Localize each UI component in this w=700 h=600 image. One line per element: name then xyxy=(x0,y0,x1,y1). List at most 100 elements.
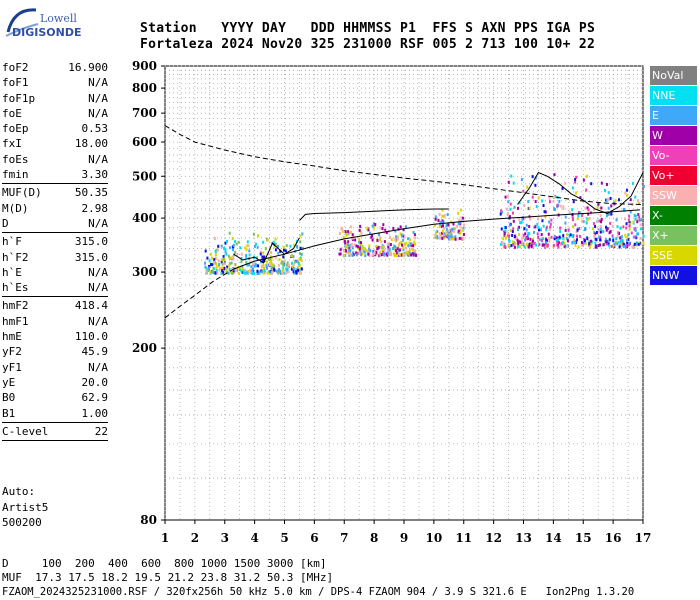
echo-point xyxy=(525,223,528,227)
echo-point xyxy=(605,225,608,229)
echo-point xyxy=(206,256,209,260)
param-label: foEs xyxy=(2,152,29,166)
param-value: N/A xyxy=(88,91,108,105)
echo-point xyxy=(248,253,251,257)
echo-point xyxy=(609,196,612,200)
echo-point xyxy=(587,208,590,212)
echo-point xyxy=(536,222,539,226)
echo-point xyxy=(241,264,244,268)
echo-point xyxy=(511,233,514,237)
echo-point xyxy=(278,267,281,271)
echo-point xyxy=(511,211,514,215)
echo-point xyxy=(295,270,298,274)
param-row: hmF2 418.4 xyxy=(2,298,108,313)
echo-point xyxy=(549,222,552,226)
echo-point xyxy=(232,271,235,275)
echo-point xyxy=(633,213,636,217)
echo-point xyxy=(413,233,416,237)
echo-point xyxy=(599,230,602,234)
echo-point xyxy=(242,270,245,274)
echo-point xyxy=(295,244,298,248)
echo-point xyxy=(457,211,460,215)
echo-point xyxy=(365,248,368,252)
echo-point xyxy=(566,239,569,243)
echo-point xyxy=(371,238,374,242)
echo-point xyxy=(373,249,376,253)
echo-point xyxy=(574,241,577,245)
echo-point xyxy=(545,228,548,232)
echo-point xyxy=(555,236,558,240)
echo-point xyxy=(410,243,413,247)
echo-point xyxy=(410,253,413,257)
y-tick-label: 200 xyxy=(132,341,157,355)
echo-point xyxy=(604,238,607,242)
echo-point xyxy=(637,202,640,206)
echo-point xyxy=(298,268,301,272)
legend-item: SSW xyxy=(650,186,697,205)
echo-point xyxy=(251,271,254,275)
echo-point xyxy=(520,221,523,225)
echo-point xyxy=(398,241,401,245)
echo-point xyxy=(553,173,556,177)
echo-point xyxy=(218,268,221,272)
echo-point xyxy=(394,249,397,253)
echo-point xyxy=(627,237,630,241)
echo-point xyxy=(392,226,395,230)
echo-point xyxy=(360,253,363,257)
echo-point xyxy=(634,217,637,221)
echo-point xyxy=(559,226,562,230)
echo-point xyxy=(599,235,602,239)
echo-point xyxy=(394,245,397,249)
echo-direction-legend: NoVal NNE E W Vo- Vo+ SSW X- X+ SSE NNW xyxy=(650,66,697,286)
param-value: 62.9 xyxy=(81,391,109,405)
echo-point xyxy=(300,259,303,263)
echo-point xyxy=(338,231,341,235)
echo-point xyxy=(462,232,465,236)
echo-point xyxy=(344,241,347,245)
echo-point xyxy=(534,200,537,204)
x-tick-label: 2 xyxy=(191,531,199,545)
echo-point xyxy=(220,260,223,264)
echo-point xyxy=(637,213,640,217)
x-tick-label: 1 xyxy=(161,531,169,545)
x-tick-label: 12 xyxy=(485,531,502,545)
echo-point xyxy=(632,235,635,239)
echo-point xyxy=(462,226,465,230)
echo-point xyxy=(285,244,288,248)
echo-point xyxy=(400,240,403,244)
echo-point xyxy=(557,245,560,249)
echo-point xyxy=(295,271,298,275)
echo-point xyxy=(236,253,239,257)
param-row: h`Es N/A xyxy=(2,280,108,295)
echo-point xyxy=(234,250,237,254)
param-row: yF2 45.9 xyxy=(2,344,108,359)
echo-point xyxy=(212,266,215,270)
echo-point xyxy=(339,248,342,252)
echo-point xyxy=(619,226,622,230)
echo-point xyxy=(630,231,633,235)
echo-point xyxy=(612,238,615,242)
echo-point xyxy=(580,243,583,247)
echo-point xyxy=(359,245,362,249)
echo-point xyxy=(507,200,510,204)
echo-point xyxy=(537,225,540,229)
echo-point xyxy=(414,253,417,257)
echo-point xyxy=(625,222,628,226)
echo-point xyxy=(216,271,219,275)
echo-point xyxy=(213,237,216,241)
echo-point xyxy=(227,271,230,275)
echo-point xyxy=(250,265,253,269)
echo-point xyxy=(346,250,349,254)
param-row: foF2 16.900 xyxy=(2,60,108,75)
echo-point xyxy=(390,253,393,257)
param-row: C-level 22 xyxy=(2,424,108,439)
echo-point xyxy=(346,245,349,249)
echo-point xyxy=(264,247,267,251)
echo-point xyxy=(457,229,460,233)
echo-point xyxy=(499,242,502,246)
echo-point xyxy=(217,244,220,248)
echo-point xyxy=(447,237,450,241)
echo-point xyxy=(265,264,268,268)
echo-point xyxy=(444,231,447,235)
echo-point xyxy=(537,235,540,239)
